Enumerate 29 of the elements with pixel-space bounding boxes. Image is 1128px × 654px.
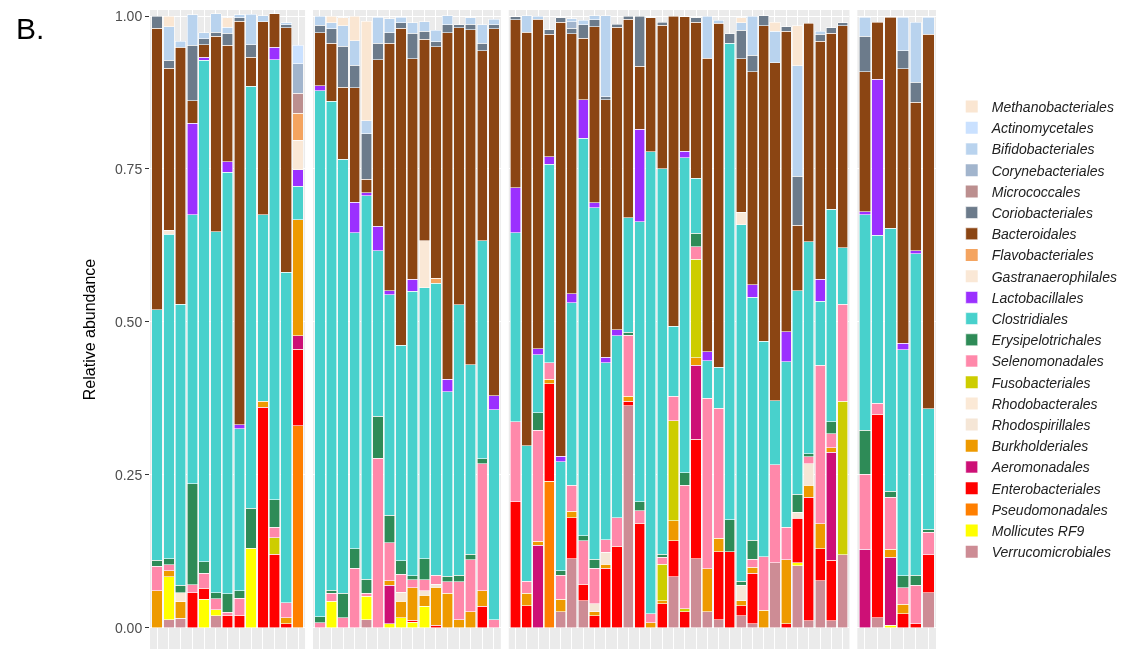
legend-label: Flavobacteriales [991, 247, 1094, 264]
legend-label: Lactobacillales [991, 289, 1084, 306]
y-tick-label: 0.50 [114, 313, 143, 330]
legend-label: Mollicutes RF9 [991, 523, 1085, 540]
legend-label: Coriobacteriales [991, 205, 1093, 222]
legend-label: Clostridiales [991, 311, 1068, 328]
legend-label: Pseudomonadales [991, 501, 1108, 518]
legend-label: Bacteroidales [991, 226, 1077, 243]
legend-label: Actinomycetales [990, 120, 1094, 137]
legend-label: Bifidobacteriales [991, 141, 1095, 158]
legend-label: Corynebacteriales [991, 162, 1105, 179]
y-tick-label: 0.00 [114, 619, 143, 636]
legend-label: Selenomonadales [991, 353, 1104, 370]
legend-label: Erysipelotrichales [991, 332, 1102, 349]
legend-label: Aeromonadales [990, 459, 1090, 476]
legend-label: Micrococcales [991, 183, 1081, 200]
legend-label: Rhodospirillales [991, 417, 1091, 434]
legend-label: Burkholderiales [991, 438, 1089, 455]
y-tick-label: 0.75 [114, 160, 143, 177]
y-tick-label: 1.00 [114, 8, 143, 25]
legend-label: Fusobacteriales [991, 374, 1091, 391]
legend-label: Rhodobacterales [991, 395, 1098, 412]
legend-label: Verrucomicrobiales [991, 544, 1112, 561]
legend-label: Gastranaerophilales [991, 268, 1118, 285]
y-axis-title: Relative abundance [80, 258, 98, 401]
legend-label: Enterobacteriales [991, 480, 1101, 497]
legend-label: Methanobacteriales [991, 99, 1114, 116]
text: B. [16, 12, 45, 45]
y-tick-label: 0.25 [114, 466, 143, 483]
